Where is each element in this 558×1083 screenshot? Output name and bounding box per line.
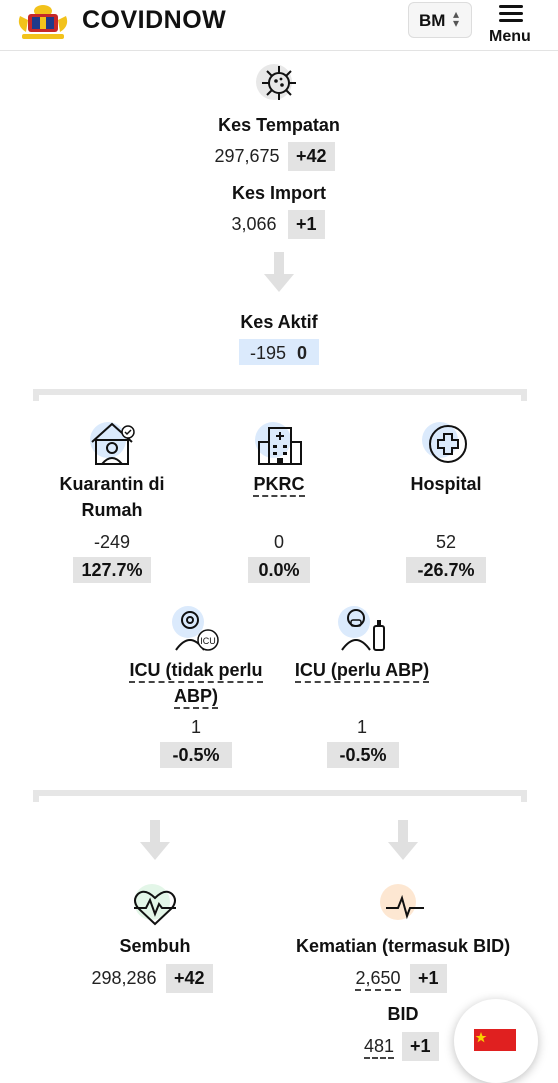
deaths-value[interactable]: 2,650 [352, 968, 404, 991]
local-cases-value: 297,675 [214, 146, 280, 166]
icu-no-vent-pct: -0.5% [160, 742, 232, 768]
hamburger-icon [499, 5, 523, 8]
section-divider [33, 790, 527, 802]
home-quarantine-value: -249 [93, 532, 131, 552]
hospital-pct: -26.7% [406, 557, 486, 583]
bid-value[interactable]: 481 [360, 1036, 398, 1059]
virus-icon [256, 64, 296, 100]
pkrc-value: 0 [273, 532, 284, 552]
brand-title[interactable]: COVIDNOW [82, 6, 227, 34]
bid-title: BID [387, 1004, 419, 1024]
icu-no-vent-title-line1-text: ICU (tidak perlu [129, 660, 263, 683]
language-flag-button[interactable] [454, 999, 538, 1083]
arrow-down-icon [264, 252, 294, 292]
import-cases-title: Kes Import [231, 183, 327, 203]
ventilator-patient-icon [338, 606, 385, 651]
icu-vent-value: 1 [356, 717, 367, 737]
home-quarantine-pct: 127.7% [73, 557, 151, 583]
icu-no-vent-title-line2[interactable]: ABP) [128, 686, 264, 709]
pulse-line-icon [380, 884, 424, 920]
import-cases-value: 3,066 [231, 214, 277, 234]
arrow-down-icon [140, 820, 170, 860]
menu-button[interactable]: Menu [486, 2, 538, 46]
pkrc-title[interactable]: PKRC [238, 474, 320, 497]
icu-no-vent-value: 1 [190, 717, 201, 737]
recovered-delta: +42 [166, 964, 213, 993]
icu-vent-title[interactable]: ICU (perlu ABP) [292, 660, 432, 683]
active-cases-delta: 0 [296, 343, 307, 363]
flag-star-icon [475, 1032, 487, 1043]
icu-vent-title-text: ICU (perlu ABP) [294, 660, 430, 683]
select-arrows-icon: ▴ ▾ [453, 7, 460, 30]
icu-text: ICU [200, 636, 216, 646]
heart-pulse-icon [134, 884, 176, 926]
language-select[interactable]: BM ▴ ▾ [408, 2, 472, 38]
hamburger-icon-bar [499, 12, 523, 15]
hamburger-icon-bar [499, 19, 523, 22]
icu-doctor-icon: ICU [172, 606, 219, 651]
section-divider [33, 389, 527, 401]
active-cases-title: Kes Aktif [240, 312, 318, 332]
bid-delta: +1 [402, 1032, 439, 1061]
deaths-title: Kematian (termasuk BID) [296, 936, 511, 956]
home-quarantine-title-line2: Rumah [81, 500, 143, 520]
coat-of-arms-logo[interactable] [14, 2, 72, 42]
hospital-value: 52 [435, 532, 457, 552]
icu-vent-pct: -0.5% [327, 742, 399, 768]
home-quarantine-title-line1: Kuarantin di [59, 474, 165, 494]
local-cases-title: Kes Tempatan [218, 115, 340, 135]
icu-no-vent-title-line2-text: ABP) [174, 686, 218, 709]
pkrc-building-icon [255, 422, 302, 465]
china-flag-icon [474, 1029, 516, 1051]
import-cases-delta: +1 [288, 210, 325, 239]
top-bar: COVIDNOW BM ▴ ▾ Menu [0, 0, 558, 51]
pkrc-pct: 0.0% [248, 557, 310, 583]
hospital-icon [422, 422, 467, 463]
menu-label: Menu [489, 28, 531, 45]
hospital-title: Hospital [410, 474, 482, 494]
home-quarantine-icon [90, 422, 135, 465]
arrow-down-icon [388, 820, 418, 860]
bid-value-text: 481 [363, 1036, 395, 1059]
icu-no-vent-title-line1[interactable]: ICU (tidak perlu [128, 660, 264, 683]
pkrc-title-text: PKRC [253, 474, 305, 497]
recovered-value: 298,286 [91, 968, 157, 988]
language-value: BM [419, 11, 446, 30]
recovered-title: Sembuh [119, 936, 191, 956]
deaths-delta: +1 [410, 964, 447, 993]
active-cases-box [239, 339, 319, 365]
local-cases-delta: +42 [288, 142, 335, 171]
active-cases-value: -195 [249, 343, 287, 363]
deaths-value-text: 2,650 [355, 968, 401, 991]
